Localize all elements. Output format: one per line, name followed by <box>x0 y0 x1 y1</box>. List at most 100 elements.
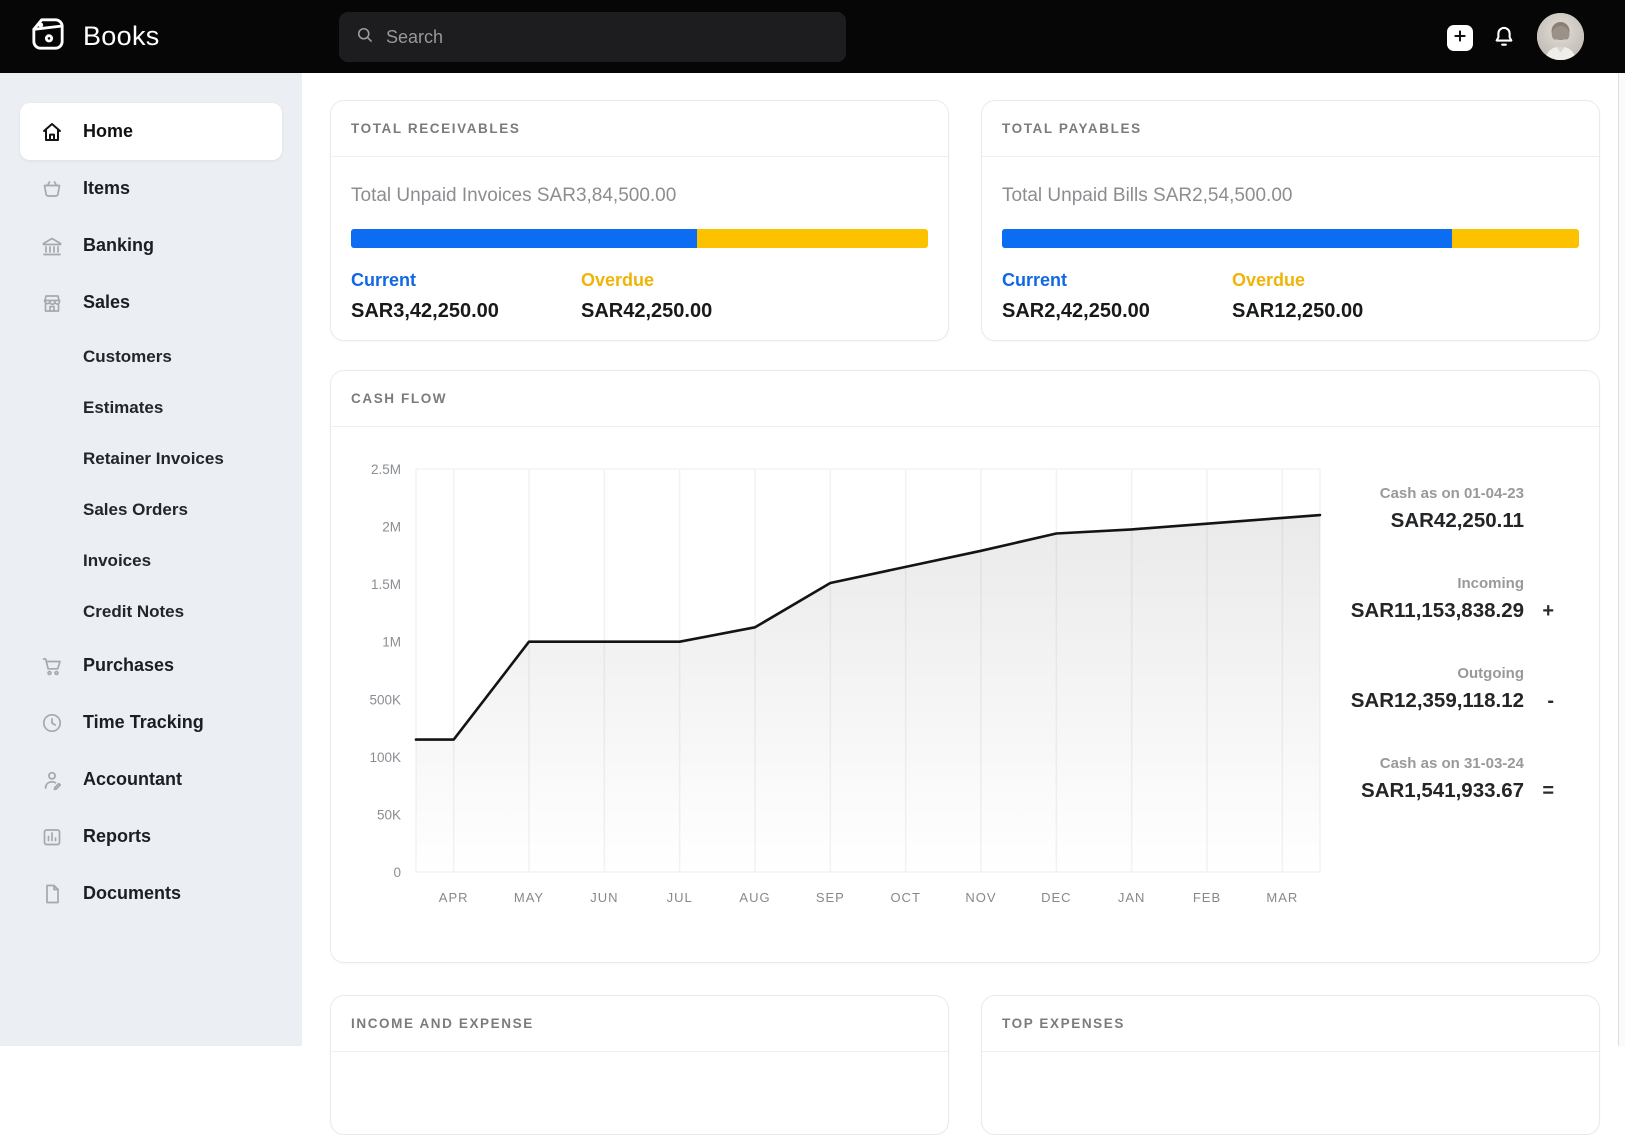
sidebar-item-time-tracking[interactable]: Time Tracking <box>20 694 282 751</box>
cashflow-stat: Cash as on 31-03-24 SAR1,541,933.67 = <box>1331 755 1554 803</box>
svg-text:OCT: OCT <box>890 890 920 905</box>
cashflow-stat: Cash as on 01-04-23 SAR42,250.11 <box>1331 485 1554 533</box>
sidebar-item-purchases[interactable]: Purchases <box>20 637 282 694</box>
svg-text:2M: 2M <box>382 520 401 535</box>
sidebar-item-documents[interactable]: Documents <box>20 865 282 922</box>
topbar: Books Search <box>0 0 1625 73</box>
app-logo[interactable]: Books <box>28 0 160 73</box>
receivables-summary: Total Unpaid Invoices SAR3,84,500.00 <box>351 185 677 206</box>
svg-text:50K: 50K <box>377 807 401 822</box>
app-title: Books <box>83 21 160 51</box>
sidebar-nav: Home Items Banking Sales Customers Estimates R… <box>20 103 282 922</box>
cashflow-stat-value: SAR42,250.11 <box>1390 509 1524 532</box>
cashflow-chart-svg: 0 50K 100K 500K 1M 1.5M 2M 2.5M APR MAY JUN JUL AUG S… <box>369 462 1322 905</box>
cashflow-stat-label: Cash as on 01-04-23 <box>1379 485 1524 502</box>
cashflow-stat-value: SAR11,153,838.29 <box>1350 599 1524 622</box>
svg-text:JAN: JAN <box>1118 890 1146 905</box>
cash-flow-card: CASH FLOW 0 50K 100K 500K 1M 1.5M 2M 2.5M APR MAY… <box>330 370 1600 963</box>
receivables-current-label: Current <box>351 270 417 290</box>
sidebar-item-label: Items <box>83 178 131 198</box>
sidebar-item-label: Reports <box>83 826 152 846</box>
svg-text:APR: APR <box>439 890 469 905</box>
sidebar-item-label: Accountant <box>83 769 182 789</box>
page-scrollbar[interactable] <box>1618 73 1625 1046</box>
search-input[interactable]: Search <box>339 12 846 62</box>
payables-current-bar <box>1002 229 1453 248</box>
svg-text:DEC: DEC <box>1041 890 1071 905</box>
receivables-overdue-amount: SAR42,250.00 <box>581 300 713 322</box>
cash-flow-stats-panel: Cash as on 01-04-23 SAR42,250.11 Incoming S… <box>1331 427 1599 964</box>
payables-card-title: TOTAL PAYABLES <box>982 101 1599 157</box>
home-icon <box>40 120 64 144</box>
cashflow-stat-operator: + <box>1542 600 1554 622</box>
svg-text:FEB: FEB <box>1193 890 1221 905</box>
payables-current-amount: SAR2,42,250.00 <box>1002 300 1150 322</box>
svg-text:MAR: MAR <box>1266 890 1298 905</box>
sidebar-item-label: Documents <box>83 883 182 903</box>
sidebar-subitem-retainer-invoices[interactable]: Retainer Invoices <box>83 448 224 468</box>
cash-flow-chart: 0 50K 100K 500K 1M 1.5M 2M 2.5M APR MAY JUN JUL AUG S… <box>331 427 1331 964</box>
cashflow-stat-value: SAR1,541,933.67 <box>1361 779 1524 802</box>
sidebar-item-label: Home <box>83 121 134 141</box>
search-placeholder: Search <box>386 26 444 47</box>
sidebar-item-sales[interactable]: Sales <box>20 274 282 331</box>
svg-text:0: 0 <box>393 865 401 880</box>
income-and-expense-card: INCOME AND EXPENSE <box>330 995 949 1135</box>
sidebar-subitem-invoices[interactable]: Invoices <box>83 550 152 570</box>
payables-summary: Total Unpaid Bills SAR2,54,500.00 <box>1002 185 1293 206</box>
svg-text:MAY: MAY <box>514 890 544 905</box>
svg-text:JUN: JUN <box>590 890 618 905</box>
plus-icon <box>1452 28 1468 49</box>
svg-text:SEP: SEP <box>816 890 845 905</box>
payables-overdue-label: Overdue <box>1232 270 1306 290</box>
sidebar-item-items[interactable]: Items <box>20 160 282 217</box>
svg-text:AUG: AUG <box>739 890 770 905</box>
sidebar-subitem-sales-orders[interactable]: Sales Orders <box>83 499 188 519</box>
payables-overdue-amount: SAR12,250.00 <box>1232 300 1364 322</box>
documents-icon <box>40 882 64 906</box>
items-icon <box>40 177 64 201</box>
cash-flow-title: CASH FLOW <box>331 371 1599 427</box>
cashflow-stat-label: Outgoing <box>1457 665 1524 682</box>
sidebar-item-banking[interactable]: Banking <box>20 217 282 274</box>
income-expense-title: INCOME AND EXPENSE <box>331 996 948 1052</box>
receivables-overdue-label: Overdue <box>581 270 655 290</box>
quick-create-button[interactable] <box>1447 25 1473 51</box>
search-icon <box>355 25 375 50</box>
purchases-icon <box>40 654 64 678</box>
time-icon <box>40 711 64 735</box>
sidebar-item-home[interactable]: Home <box>20 103 282 160</box>
sidebar-item-label: Time Tracking <box>83 712 204 732</box>
sidebar-subitem-credit-notes[interactable]: Credit Notes <box>83 601 185 621</box>
cashflow-stat: Incoming SAR11,153,838.29 + <box>1331 575 1554 623</box>
banking-icon <box>40 234 64 258</box>
reports-icon <box>40 825 64 849</box>
payables-current-label: Current <box>1002 270 1068 290</box>
sidebar-item-reports[interactable]: Reports <box>20 808 282 865</box>
cashflow-stat-operator: = <box>1542 780 1554 802</box>
top-expenses-card: TOP EXPENSES <box>981 995 1600 1135</box>
receivables-card-title: TOTAL RECEIVABLES <box>331 101 948 157</box>
cashflow-stat-label: Incoming <box>1457 575 1524 592</box>
total-payables-card: TOTAL PAYABLES Total Unpaid Bills SAR2,5… <box>981 100 1600 341</box>
sidebar-item-label: Purchases <box>83 655 175 675</box>
cashflow-stat-operator: - <box>1547 690 1554 712</box>
sidebar: Home Items Banking Sales Customers Estimates R… <box>0 73 302 1046</box>
svg-text:500K: 500K <box>369 692 401 707</box>
receivables-current-bar <box>351 229 698 248</box>
payables-progress-bar <box>1002 229 1579 248</box>
notifications-button[interactable] <box>1490 23 1518 51</box>
top-expenses-title: TOP EXPENSES <box>982 996 1599 1052</box>
user-avatar[interactable] <box>1537 13 1584 60</box>
accountant-icon <box>40 768 64 792</box>
sidebar-item-accountant[interactable]: Accountant <box>20 751 282 808</box>
books-logo-icon <box>28 14 68 59</box>
sidebar-subitem-estimates[interactable]: Estimates <box>83 397 164 417</box>
svg-text:JUL: JUL <box>667 890 693 905</box>
svg-text:1M: 1M <box>382 635 401 650</box>
svg-text:NOV: NOV <box>965 890 996 905</box>
svg-text:100K: 100K <box>369 750 401 765</box>
sidebar-subitem-customers[interactable]: Customers <box>83 346 172 366</box>
sidebar-item-label: Sales <box>83 292 131 312</box>
sidebar-item-label: Banking <box>83 235 155 255</box>
